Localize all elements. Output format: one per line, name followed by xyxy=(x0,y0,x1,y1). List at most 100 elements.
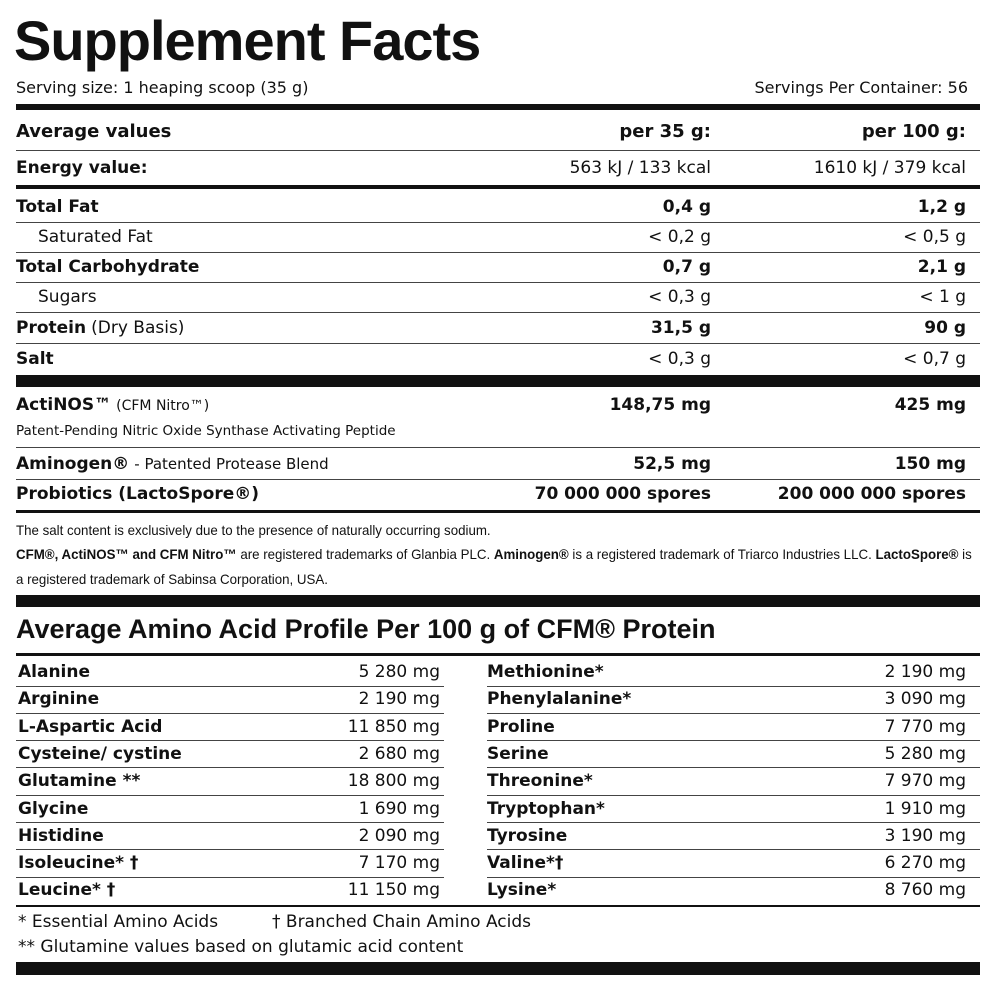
nutrient-per-35g: 0,7 g xyxy=(663,254,711,280)
nutrient-per-35g: 563 kJ / 133 kcal xyxy=(570,155,711,181)
amino-name-part: Arginine xyxy=(18,689,100,710)
table-header-part: per 35 g: xyxy=(619,121,711,142)
amino-name: Lysine* xyxy=(487,877,556,903)
amino-amount-part: 5 280 mg xyxy=(358,662,440,682)
row-divider xyxy=(487,876,980,878)
amino-amount: 5 280 mg xyxy=(359,659,440,685)
amino-name-part: Tyrosine xyxy=(487,825,568,846)
amino-title: Average Amino Acid Profile Per 100 g of … xyxy=(16,611,716,647)
rule-bar xyxy=(16,104,980,110)
nutrient-name: Salt xyxy=(16,346,54,372)
row-divider xyxy=(16,822,444,823)
amino-name: Glutamine ** xyxy=(18,768,140,794)
row-divider xyxy=(16,312,980,313)
footnote-trademarks-part: Aminogen® xyxy=(493,546,569,562)
amino-name-part: Lysine* xyxy=(487,880,557,901)
table-header: per 100 g: xyxy=(862,119,966,145)
active-per-35g: 70 000 000 spores xyxy=(535,481,711,507)
active-per-100g: 200 000 000 spores xyxy=(778,481,966,507)
amino-amount: 7 770 mg xyxy=(885,714,966,740)
active-name: ActiNOS™ (CFM Nitro™) xyxy=(16,392,209,418)
amino-amount: 7 170 mg xyxy=(359,850,440,876)
amino-amount: 1 690 mg xyxy=(359,796,440,822)
row-divider xyxy=(16,685,444,687)
servings-per-container-part: Servings Per Container: 56 xyxy=(754,78,968,97)
amino-amount-part: 2 190 mg xyxy=(884,662,966,682)
footnote-salt: The salt content is exclusively due to t… xyxy=(16,517,491,543)
nutrient-name: Sugars xyxy=(38,284,97,310)
nutrient-per-35g-part: < 0,2 g xyxy=(648,227,711,247)
amino-name-part: Isoleucine* † xyxy=(18,853,139,874)
amino-name-part: Histidine xyxy=(18,825,104,846)
nutrient-per-35g-part: 0,7 g xyxy=(662,257,711,277)
amino-name: Tyrosine xyxy=(487,823,567,849)
amino-name-part: Cysteine/ cystine xyxy=(18,743,182,764)
nutrient-per-100g: 1610 kJ / 379 kcal xyxy=(814,155,966,181)
amino-amount: 3 090 mg xyxy=(885,686,966,712)
row-divider xyxy=(16,740,444,742)
nutrient-per-100g-part: 1,2 g xyxy=(917,197,966,217)
nutrient-name: Saturated Fat xyxy=(38,224,153,250)
row-divider xyxy=(16,252,980,253)
nutrient-name-part: Salt xyxy=(16,349,54,369)
row-divider xyxy=(487,849,980,851)
amino-name-part: L-Aspartic Acid xyxy=(18,716,163,737)
amino-name: Arginine xyxy=(18,686,99,712)
amino-amount-part: 7 170 mg xyxy=(358,853,440,874)
nutrient-name-part: (Dry Basis) xyxy=(91,318,185,338)
row-divider xyxy=(487,822,980,823)
rule-bar xyxy=(16,905,980,907)
nutrient-per-100g: 90 g xyxy=(924,315,966,341)
nutrient-per-100g-part: < 1 g xyxy=(919,287,966,307)
amino-amount-part: 18 800 mg xyxy=(347,771,440,792)
active-per-35g: 148,75 mg xyxy=(610,392,711,418)
amino-name-part: Phenylalanine* xyxy=(487,689,632,710)
row-divider xyxy=(487,740,980,742)
nutrient-per-100g: < 0,5 g xyxy=(903,224,966,250)
amino-title-part: Average Amino Acid Profile Per 100 g of … xyxy=(16,614,716,644)
nutrient-per-100g-part: 90 g xyxy=(924,318,966,338)
amino-note: † Branched Chain Amino Acids xyxy=(272,909,531,935)
nutrient-per-35g: 0,4 g xyxy=(663,194,711,220)
footnote-trademarks: CFM®, ActiNOS™ and CFM Nitro™ are regist… xyxy=(16,542,976,592)
table-header-part: Average values xyxy=(16,121,172,142)
active-name-part: Aminogen® xyxy=(16,454,130,474)
amino-amount: 2 090 mg xyxy=(359,823,440,849)
active-name-part: - Patented Protease Blend xyxy=(134,455,329,473)
amino-note-part: † Branched Chain Amino Acids xyxy=(272,912,532,932)
active-description: Patent-Pending Nitric Oxide Synthase Act… xyxy=(16,418,396,444)
amino-amount-part: 1 910 mg xyxy=(884,798,966,819)
active-description-part: Patent-Pending Nitric Oxide Synthase Act… xyxy=(16,423,396,439)
active-name: Aminogen® - Patented Protease Blend xyxy=(16,451,329,477)
nutrient-name-part: Sugars xyxy=(38,287,97,307)
serving-size-part: Serving size: 1 heaping scoop (35 g) xyxy=(16,78,309,97)
amino-name-part: Glycine xyxy=(18,798,89,819)
amino-amount-part: 11 150 mg xyxy=(347,880,440,901)
nutrient-per-100g-part: 1610 kJ / 379 kcal xyxy=(813,158,966,178)
nutrient-name: Total Carbohydrate xyxy=(16,254,199,280)
amino-amount-part: 2 090 mg xyxy=(358,825,440,846)
active-per-100g-part: 150 mg xyxy=(894,454,966,474)
amino-amount: 8 760 mg xyxy=(885,877,966,903)
nutrient-name-part: Total Fat xyxy=(16,197,99,217)
active-per-35g: 52,5 mg xyxy=(633,451,711,477)
amino-note: * Essential Amino Acids xyxy=(18,909,218,935)
amino-name: Alanine xyxy=(18,659,90,685)
active-name: Probiotics (LactoSpore®) xyxy=(16,481,259,507)
amino-name-part: Threonine* xyxy=(487,771,593,792)
amino-amount: 7 970 mg xyxy=(885,768,966,794)
amino-name: Glycine xyxy=(18,796,88,822)
row-divider xyxy=(16,150,980,151)
nutrient-name-part: Saturated Fat xyxy=(38,227,153,247)
amino-name-part: Methionine* xyxy=(487,662,604,682)
amino-amount-part: 1 690 mg xyxy=(358,798,440,819)
nutrient-per-100g: 1,2 g xyxy=(918,194,966,220)
amino-name-part: Alanine xyxy=(18,662,91,682)
nutrient-name-part: Protein xyxy=(16,318,87,338)
serving-size: Serving size: 1 heaping scoop (35 g) xyxy=(16,75,308,101)
amino-name: Leucine* † xyxy=(18,877,115,903)
amino-name: Valine*† xyxy=(487,850,563,876)
nutrient-name: Total Fat xyxy=(16,194,99,220)
nutrient-per-35g: < 0,3 g xyxy=(648,346,711,372)
amino-amount: 3 190 mg xyxy=(885,823,966,849)
